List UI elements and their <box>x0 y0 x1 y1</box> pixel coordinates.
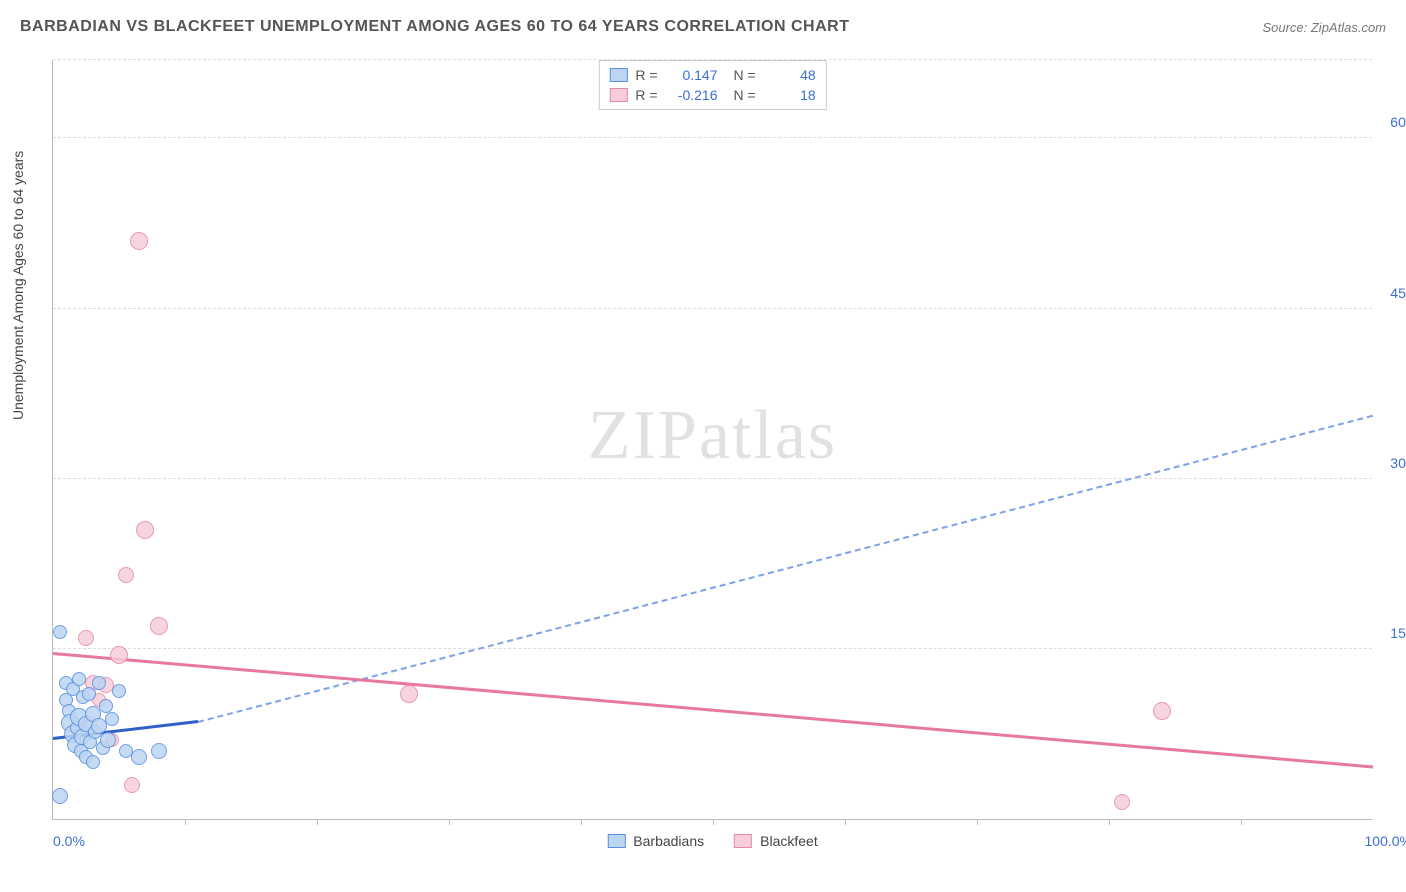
x-tick <box>845 819 846 825</box>
blackfeet-point <box>1153 702 1171 720</box>
barbadians-point <box>53 625 67 639</box>
barbadians-point <box>112 684 126 698</box>
blackfeet-point <box>136 521 154 539</box>
y-tick-label: 45.0% <box>1390 285 1406 301</box>
series-legend-label: Blackfeet <box>760 833 818 849</box>
barbadians-point <box>86 755 100 769</box>
barbadians-point <box>82 687 96 701</box>
x-tick <box>317 819 318 825</box>
chart-source: Source: ZipAtlas.com <box>1262 20 1386 35</box>
gridline <box>53 137 1372 138</box>
correlation-legend: R = 0.147 N = 48 R = -0.216 N = 18 <box>598 60 826 110</box>
chart-header: BARBADIAN VS BLACKFEET UNEMPLOYMENT AMON… <box>20 18 1386 36</box>
barbadians-point <box>151 743 167 759</box>
watermark-text: ZIPatlas <box>588 396 837 476</box>
chart-title: BARBADIAN VS BLACKFEET UNEMPLOYMENT AMON… <box>20 18 849 36</box>
legend-r-value: 0.147 <box>666 67 718 83</box>
legend-swatch <box>734 834 752 848</box>
barbadians-point <box>99 699 113 713</box>
y-tick-label: 15.0% <box>1390 625 1406 641</box>
blackfeet-point <box>118 567 134 583</box>
barbadians-point <box>52 788 68 804</box>
series-legend-item: Blackfeet <box>734 833 818 849</box>
barbadians-point <box>131 749 147 765</box>
trend-line <box>53 652 1373 768</box>
gridline <box>53 478 1372 479</box>
blackfeet-point <box>78 630 94 646</box>
x-tick <box>1241 819 1242 825</box>
series-legend-label: Barbadians <box>633 833 704 849</box>
legend-swatch <box>609 68 627 82</box>
trend-line <box>198 414 1373 722</box>
x-tick <box>713 819 714 825</box>
x-tick <box>185 819 186 825</box>
x-tick <box>977 819 978 825</box>
x-axis-min-label: 0.0% <box>53 833 85 849</box>
plot-area: ZIPatlas R =0.147N =48R =-0.216N =18 0.0… <box>52 60 1372 820</box>
blackfeet-point <box>110 646 128 664</box>
legend-n-value: 18 <box>764 87 816 103</box>
gridline <box>53 648 1372 649</box>
x-tick <box>449 819 450 825</box>
barbadians-point <box>100 732 116 748</box>
gridline <box>53 59 1372 60</box>
legend-swatch <box>609 88 627 102</box>
barbadians-point <box>72 672 86 686</box>
blackfeet-point <box>1114 794 1130 810</box>
blackfeet-point <box>124 777 140 793</box>
x-axis-max-label: 100.0% <box>1365 833 1406 849</box>
blackfeet-point <box>400 685 418 703</box>
gridline <box>53 308 1372 309</box>
x-tick <box>581 819 582 825</box>
legend-r-value: -0.216 <box>666 87 718 103</box>
legend-n-label: N = <box>734 67 756 83</box>
x-tick <box>1109 819 1110 825</box>
legend-row: R = 0.147 N = 48 <box>609 65 815 85</box>
legend-row: R = -0.216 N = 18 <box>609 85 815 105</box>
barbadians-point <box>105 712 119 726</box>
legend-swatch <box>607 834 625 848</box>
legend-r-label: R = <box>635 87 657 103</box>
legend-r-label: R = <box>635 67 657 83</box>
blackfeet-point <box>150 617 168 635</box>
y-tick-label: 60.0% <box>1390 114 1406 130</box>
series-legend-item: Barbadians <box>607 833 704 849</box>
legend-n-value: 48 <box>764 67 816 83</box>
series-legend: Barbadians Blackfeet <box>607 833 817 849</box>
blackfeet-point <box>130 232 148 250</box>
y-tick-label: 30.0% <box>1390 455 1406 471</box>
barbadians-point <box>92 676 106 690</box>
legend-n-label: N = <box>734 87 756 103</box>
y-axis-label: Unemployment Among Ages 60 to 64 years <box>10 151 26 420</box>
